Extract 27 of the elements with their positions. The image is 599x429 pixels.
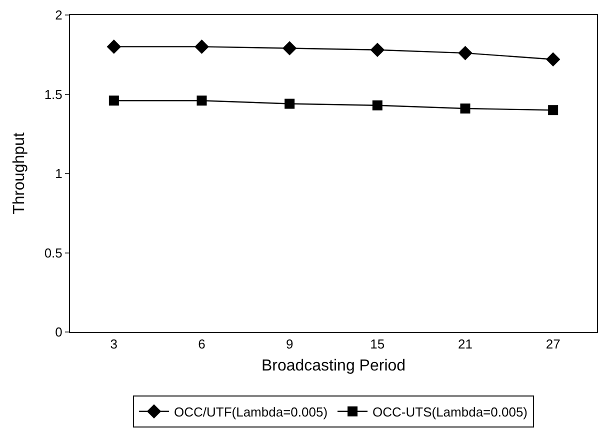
point: [108, 96, 119, 106]
point: [460, 104, 470, 114]
point: [284, 98, 295, 109]
x-tick-label: 3: [110, 336, 118, 352]
legend-label: OCC/UTF(Lambda=0.005): [174, 404, 328, 420]
legend-label: OCC-UTS(Lambda=0.005): [372, 404, 528, 420]
x-tick-label: 15: [370, 336, 385, 352]
point: [458, 46, 472, 60]
x-tick-label: 9: [286, 336, 294, 352]
x-axis-title: Broadcasting Period: [261, 357, 406, 374]
x-tick-label: 6: [198, 336, 206, 352]
point: [546, 52, 560, 67]
x-tick-label: 27: [546, 336, 560, 352]
point: [106, 40, 122, 54]
point: [194, 40, 209, 54]
x-tick-label: 21: [458, 336, 472, 352]
y-tick-label: 0: [55, 324, 62, 340]
y-tick-label: 1.5: [44, 86, 62, 102]
point: [282, 41, 297, 56]
y-tick-label: 0.5: [44, 245, 62, 260]
y-axis-title: Throughput: [11, 132, 28, 214]
point: [196, 96, 207, 106]
y-tick-label: 2: [55, 8, 62, 23]
point: [372, 100, 382, 110]
y-tick-label: 1: [55, 166, 62, 182]
point: [370, 42, 385, 58]
point: [548, 105, 558, 116]
